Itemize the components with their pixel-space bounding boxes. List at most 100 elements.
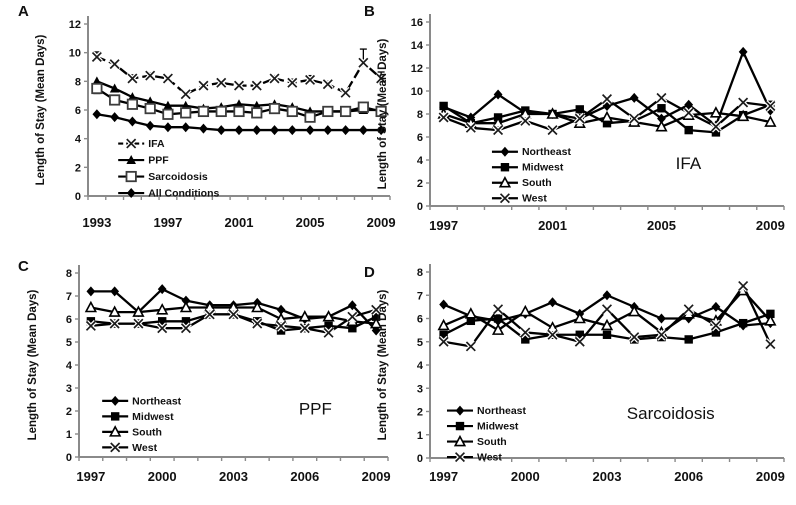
series-south xyxy=(437,106,777,132)
svg-text:0: 0 xyxy=(75,191,81,203)
y-axis-label: Length of Stay (Mean Days) xyxy=(35,34,47,185)
series-all-conditions xyxy=(92,109,386,136)
svg-text:5: 5 xyxy=(66,337,72,349)
legend-label: All Conditions xyxy=(148,188,219,200)
y-axis-label: Length of Stay (Mean Days) xyxy=(377,38,389,189)
x-tick-label: 1997 xyxy=(429,469,458,484)
series-west xyxy=(84,303,382,339)
svg-text:10: 10 xyxy=(69,48,81,60)
legend: Northeast Midwest South West xyxy=(491,146,572,205)
series-sarcoidosis xyxy=(91,82,387,123)
svg-text:4: 4 xyxy=(66,360,73,372)
x-tick-label: 2009 xyxy=(367,215,396,230)
legend: IFA PPF Sarcoidosis All Conditions xyxy=(118,137,220,200)
series-ifa xyxy=(90,48,388,101)
svg-text:6: 6 xyxy=(417,314,423,326)
series-south xyxy=(437,283,777,338)
x-tick-label: 2006 xyxy=(290,469,319,484)
svg-text:2: 2 xyxy=(75,162,81,174)
svg-text:0: 0 xyxy=(66,452,72,464)
x-tick-label: 2009 xyxy=(362,469,391,484)
chart-panel-b: 0 2 4 6 8 10 12 14 16 1997 2001 2005 2009 Length of S… xyxy=(377,14,785,233)
x-tick-label: 2000 xyxy=(148,469,177,484)
svg-text:5: 5 xyxy=(417,337,423,349)
condition-annotation: PPF xyxy=(299,400,332,419)
x-tick-label: 1997 xyxy=(429,218,458,233)
svg-text:14: 14 xyxy=(411,40,424,52)
axes: 0 2 4 6 8 10 12 1993 1997 2001 2005 2009 xyxy=(69,16,396,230)
panel-label-a: A xyxy=(18,3,29,20)
svg-text:3: 3 xyxy=(417,383,423,395)
legend-label: Northeast xyxy=(132,395,182,407)
x-tick-label: 2003 xyxy=(593,469,622,484)
svg-text:8: 8 xyxy=(66,268,72,280)
svg-text:6: 6 xyxy=(417,132,423,144)
svg-text:2: 2 xyxy=(417,407,423,419)
legend-label: Northeast xyxy=(477,405,527,417)
x-tick-label: 2000 xyxy=(511,469,540,484)
condition-annotation: Sarcoidosis xyxy=(627,404,715,423)
svg-text:6: 6 xyxy=(66,314,72,326)
chart-panel-c: 0 1 2 3 4 5 6 7 8 1997 2000 2003 2006 2009 Length of S… xyxy=(27,265,391,484)
svg-text:10: 10 xyxy=(411,86,423,98)
svg-text:2: 2 xyxy=(417,178,423,190)
svg-text:3: 3 xyxy=(66,383,72,395)
condition-annotation: IFA xyxy=(676,154,702,173)
legend: Northeast Midwest South West xyxy=(102,395,182,454)
legend-label: West xyxy=(477,452,502,464)
svg-text:6: 6 xyxy=(75,105,81,117)
svg-text:0: 0 xyxy=(417,201,423,213)
x-tick-label: 2009 xyxy=(756,218,785,233)
chart-panel-d: 0 1 2 3 4 5 6 7 8 1997 2000 2003 2006 2009 Length of S… xyxy=(377,264,785,484)
x-tick-label: 2001 xyxy=(538,218,567,233)
svg-text:16: 16 xyxy=(411,17,423,29)
legend-label: South xyxy=(132,426,162,438)
legend-label: IFA xyxy=(148,138,165,150)
x-tick-label: 2005 xyxy=(296,215,325,230)
x-tick-label: 2003 xyxy=(219,469,248,484)
x-tick-label: 2005 xyxy=(647,218,676,233)
y-axis-label: Length of Stay (Mean Days) xyxy=(27,289,39,440)
panel-label-c: C xyxy=(18,258,29,275)
legend-label: South xyxy=(522,177,552,189)
x-tick-label: 2001 xyxy=(225,215,254,230)
svg-text:4: 4 xyxy=(75,134,82,146)
x-tick-label: 1997 xyxy=(153,215,182,230)
legend-label: Sarcoidosis xyxy=(148,171,208,183)
svg-text:7: 7 xyxy=(66,291,72,303)
legend-label: South xyxy=(477,436,507,448)
svg-text:8: 8 xyxy=(417,267,423,279)
legend-label: Northeast xyxy=(522,146,572,158)
y-axis-label: Length of Stay (Mean Days) xyxy=(377,289,389,440)
axes: 0 1 2 3 4 5 6 7 8 1997 2000 2003 2006 2009 xyxy=(417,264,785,484)
svg-text:2: 2 xyxy=(66,406,72,418)
chart-panel-a: 0 2 4 6 8 10 12 1993 1997 2001 2005 2009 Length of S… xyxy=(35,16,396,230)
svg-text:12: 12 xyxy=(411,63,423,75)
svg-text:7: 7 xyxy=(417,290,423,302)
svg-text:8: 8 xyxy=(417,109,423,121)
panel-label-b: B xyxy=(364,3,375,20)
series-south xyxy=(84,300,383,329)
svg-text:4: 4 xyxy=(417,360,424,372)
svg-text:1: 1 xyxy=(66,429,72,441)
legend-label: West xyxy=(132,442,157,454)
svg-text:8: 8 xyxy=(75,76,81,88)
series-west xyxy=(437,280,777,353)
axes: 0 1 2 3 4 5 6 7 8 1997 2000 2003 2006 2009 xyxy=(66,265,391,484)
svg-text:4: 4 xyxy=(417,155,424,167)
series-west xyxy=(437,92,777,136)
panel-label-d: D xyxy=(364,264,375,281)
svg-text:1: 1 xyxy=(417,430,423,442)
x-tick-label: 2009 xyxy=(756,469,785,484)
legend-label: Midwest xyxy=(132,411,174,423)
x-tick-label: 2006 xyxy=(674,469,703,484)
legend-label: Midwest xyxy=(522,162,564,174)
axes: 0 2 4 6 8 10 12 14 16 1997 2001 2005 2009 xyxy=(411,14,785,233)
legend: Northeast Midwest South West xyxy=(446,405,527,464)
svg-text:12: 12 xyxy=(69,19,81,31)
legend-label: Midwest xyxy=(477,421,519,433)
x-tick-label: 1997 xyxy=(76,469,105,484)
x-tick-label: 1993 xyxy=(82,215,111,230)
legend-label: PPF xyxy=(148,155,169,167)
